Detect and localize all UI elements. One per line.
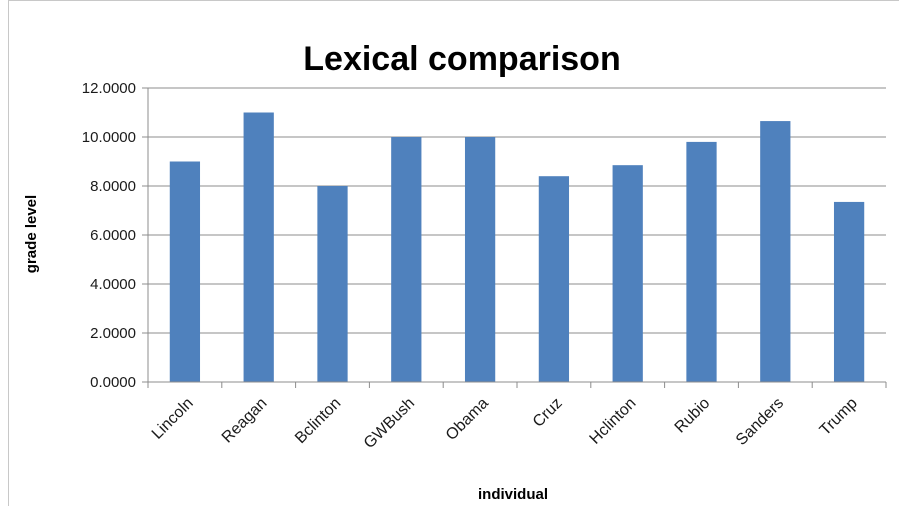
bar-cruz bbox=[538, 176, 570, 382]
x-tick-label: Obama bbox=[443, 395, 492, 444]
y-tick-label: 2.0000 bbox=[90, 325, 136, 342]
y-axis-title: grade level bbox=[23, 195, 40, 273]
bar-reagan bbox=[243, 112, 274, 382]
bar-obama bbox=[464, 137, 496, 382]
y-tick-label: 8.0000 bbox=[90, 178, 136, 195]
bar-hclinton bbox=[612, 165, 643, 382]
x-tick-labels: Lincoln Reagan Bclinton GWBush Obama Cruz Hcli… bbox=[149, 395, 861, 452]
bar-gwbush bbox=[391, 137, 422, 382]
x-tick-label: Bclinton bbox=[292, 395, 344, 447]
x-tick-label: Lincoln bbox=[149, 395, 197, 443]
y-tick-label: 4.0000 bbox=[90, 276, 136, 293]
bars bbox=[169, 112, 865, 382]
x-tick-label: Rubio bbox=[672, 395, 714, 437]
x-tick-label: Trump bbox=[817, 395, 861, 439]
frame-border-left bbox=[8, 0, 9, 506]
x-tick-label: Sanders bbox=[733, 395, 787, 449]
y-tick-label: 6.0000 bbox=[90, 227, 136, 244]
y-tick-label: 12.0000 bbox=[82, 80, 136, 97]
bar-lincoln bbox=[169, 161, 201, 382]
bar-sanders bbox=[760, 121, 791, 382]
y-tick-labels: 0.0000 2.0000 4.0000 6.0000 8.0000 10.0000 12.… bbox=[82, 80, 136, 391]
bar-rubio bbox=[686, 141, 717, 382]
axes bbox=[142, 87, 887, 388]
y-tick-label: 10.0000 bbox=[82, 129, 136, 146]
y-tick-label: 0.0000 bbox=[90, 374, 136, 391]
x-tick-label: Hclinton bbox=[587, 395, 640, 448]
bar-trump bbox=[833, 201, 865, 382]
chart-title: Lexical comparison bbox=[303, 40, 620, 78]
x-tick-label: GWBush bbox=[361, 395, 418, 452]
bar-bclinton bbox=[317, 186, 348, 382]
x-axis-title: individual bbox=[478, 486, 548, 503]
x-tick-label: Reagan bbox=[219, 395, 271, 447]
frame-border-top bbox=[8, 0, 899, 1]
x-tick-label: Cruz bbox=[530, 395, 566, 431]
